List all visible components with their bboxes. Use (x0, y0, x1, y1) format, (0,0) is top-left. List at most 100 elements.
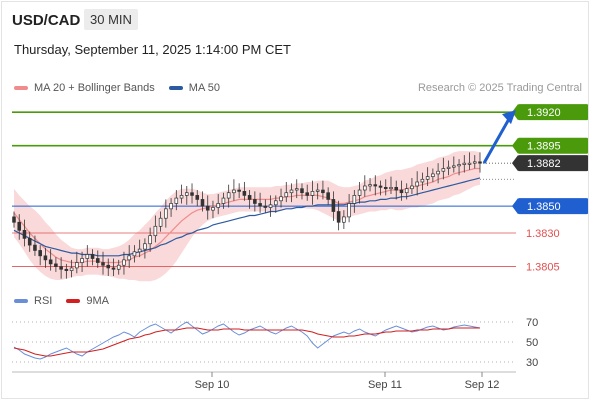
candle-body (205, 205, 210, 211)
candle-body (457, 164, 461, 167)
candle-body (441, 168, 446, 172)
projection-arrow-shaft (482, 116, 512, 164)
x-tick-label: Sep 11 (368, 379, 402, 391)
candle-body (85, 254, 90, 259)
candle-body (383, 186, 388, 190)
candle-body (153, 225, 158, 237)
legend-ma20: MA 20 + Bollinger Bands (14, 82, 155, 94)
candle-body (38, 250, 42, 257)
chart-datetime: Thursday, September 11, 2025 1:14:00 PM … (14, 42, 291, 57)
chart-header: USD/CAD 30 MIN (2, 2, 588, 38)
candle-body (185, 192, 189, 196)
candle-body (389, 186, 393, 190)
candle-body (232, 189, 236, 194)
candle-body (158, 217, 163, 227)
candle-body (357, 189, 362, 196)
candle-body (174, 197, 179, 204)
level-tag-bg-1.3882 (518, 155, 588, 172)
level-label-1.3830: 1.3830 (526, 228, 560, 240)
rsi-ma-line (13, 327, 480, 357)
candle-body (12, 216, 16, 223)
candle-body (467, 162, 472, 165)
candle-body (200, 199, 205, 207)
candle-body (394, 186, 399, 191)
candle-body (247, 195, 252, 200)
rsi-line (13, 321, 481, 360)
candle-body (404, 188, 409, 194)
candle-body (331, 199, 336, 212)
candle-body (143, 243, 147, 250)
candle-body (54, 263, 58, 267)
candle-body (305, 192, 309, 196)
candle-body (106, 264, 111, 269)
candle-body (342, 216, 346, 223)
candle-body (263, 205, 268, 208)
candle-body (310, 191, 315, 196)
candle-body (226, 192, 231, 199)
candle-body (373, 184, 378, 187)
candle-body (95, 258, 100, 263)
candle-body (253, 199, 257, 204)
candle-body (33, 244, 37, 251)
candle-body (336, 211, 341, 223)
level-tag-bg-1.3920 (518, 104, 588, 121)
candle-body (300, 188, 304, 194)
ma20-swatch (14, 86, 28, 90)
candle-body (80, 258, 84, 263)
level-label-1.3920: 1.3920 (527, 107, 561, 119)
candle-body (284, 192, 289, 198)
candle-body (258, 203, 262, 207)
level-tag-pointer-1.3895 (512, 137, 518, 154)
level-tag-pointer-1.3850 (512, 198, 518, 215)
legend-rsi-ma: 9MA (66, 295, 109, 307)
candle-body (27, 238, 32, 246)
candle-body (237, 189, 241, 192)
candle-body (137, 248, 142, 253)
candle-body (179, 195, 184, 199)
legend-rsi: RSI (14, 295, 52, 307)
candle-body (446, 166, 451, 169)
candle-body (420, 178, 425, 183)
legend-ma50: MA 50 (168, 82, 220, 94)
rsi-level-label-50: 50 (526, 337, 538, 349)
price-legend: MA 20 + Bollinger Bands MA 50 (14, 82, 234, 94)
candle-body (321, 189, 325, 194)
candle-body (472, 161, 477, 164)
ma50-swatch (168, 86, 183, 90)
level-tag-bg-1.3895 (518, 137, 588, 154)
projection-arrow-head (502, 110, 516, 125)
candle-body (122, 259, 126, 266)
candle-body (279, 196, 283, 202)
candle-body (211, 207, 215, 211)
candle-body (431, 173, 435, 177)
candle-body (64, 268, 69, 271)
level-tag-pointer-1.3882 (512, 155, 518, 172)
research-credit: Research © 2025 Trading Central (417, 82, 582, 94)
rsi-level-label-30: 30 (526, 357, 538, 369)
candle-body (399, 189, 404, 194)
candle-body (17, 221, 22, 231)
candle-body (436, 170, 440, 175)
candle-body (289, 189, 294, 194)
candle-body (415, 181, 419, 187)
candle-body (190, 192, 194, 196)
candle-body (127, 255, 131, 261)
rsi-ma-swatch (66, 299, 81, 303)
candle-body (221, 197, 226, 204)
timeframe-badge[interactable]: 30 MIN (84, 9, 138, 30)
candle-body (326, 192, 330, 200)
candle-body (462, 162, 467, 165)
candle-body (452, 165, 456, 168)
bollinger-band (14, 151, 480, 282)
x-tick-label: Sep 10 (195, 379, 230, 391)
candle-body (410, 185, 414, 190)
rsi-legend: RSI 9MA (14, 295, 123, 307)
level-label-1.3895: 1.3895 (527, 141, 561, 153)
level-label-1.3882: 1.3882 (527, 158, 561, 170)
candle-body (101, 262, 105, 266)
candle-body (347, 203, 351, 218)
candle-body (352, 195, 357, 204)
level-label-1.3805: 1.3805 (526, 262, 560, 274)
